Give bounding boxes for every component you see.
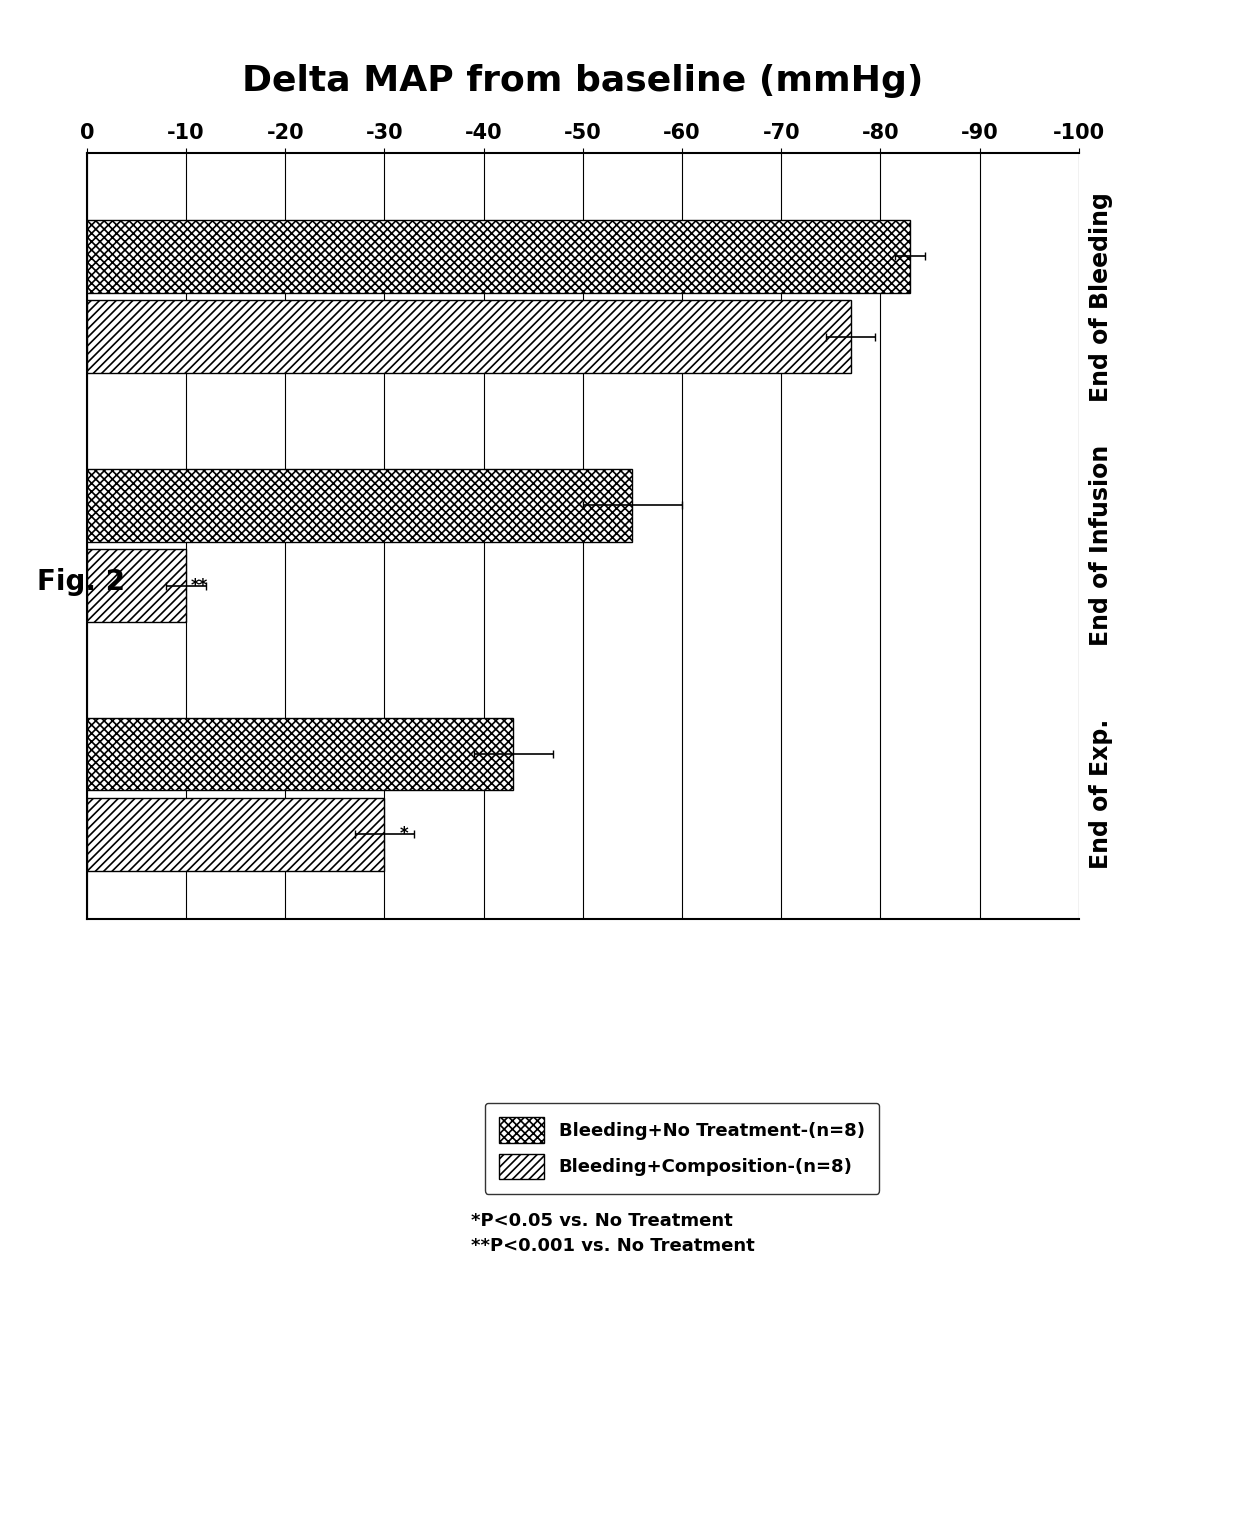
Text: **: ** bbox=[191, 577, 208, 594]
Legend: Bleeding+No Treatment-(n=8), Bleeding+Composition-(n=8): Bleeding+No Treatment-(n=8), Bleeding+Co… bbox=[485, 1102, 879, 1194]
Bar bbox=[87, 468, 632, 542]
Text: *P<0.05 vs. No Treatment
**P<0.001 vs. No Treatment: *P<0.05 vs. No Treatment **P<0.001 vs. N… bbox=[471, 1213, 755, 1255]
Text: End of Bleeding: End of Bleeding bbox=[1089, 191, 1112, 401]
Bar bbox=[87, 718, 513, 790]
Text: End of Infusion: End of Infusion bbox=[1089, 446, 1112, 646]
Bar bbox=[87, 300, 851, 374]
Bar bbox=[87, 550, 186, 622]
Text: End of Exp.: End of Exp. bbox=[1089, 720, 1112, 870]
Text: Fig. 2: Fig. 2 bbox=[37, 568, 125, 596]
Bar bbox=[87, 798, 384, 871]
Bar bbox=[87, 220, 910, 292]
Title: Delta MAP from baseline (mmHg): Delta MAP from baseline (mmHg) bbox=[242, 64, 924, 98]
Text: *: * bbox=[399, 825, 408, 844]
